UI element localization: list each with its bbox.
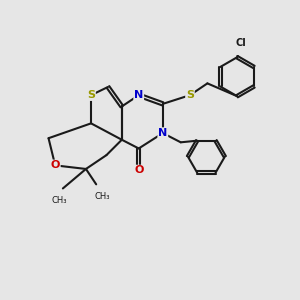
Text: S: S <box>87 90 95 100</box>
Text: O: O <box>50 160 60 170</box>
Text: Cl: Cl <box>236 38 247 48</box>
Text: CH₃: CH₃ <box>51 196 67 205</box>
Text: CH₃: CH₃ <box>94 191 110 200</box>
Text: S: S <box>186 90 194 100</box>
Text: N: N <box>158 128 167 138</box>
Text: N: N <box>134 90 143 100</box>
Text: O: O <box>134 166 143 176</box>
